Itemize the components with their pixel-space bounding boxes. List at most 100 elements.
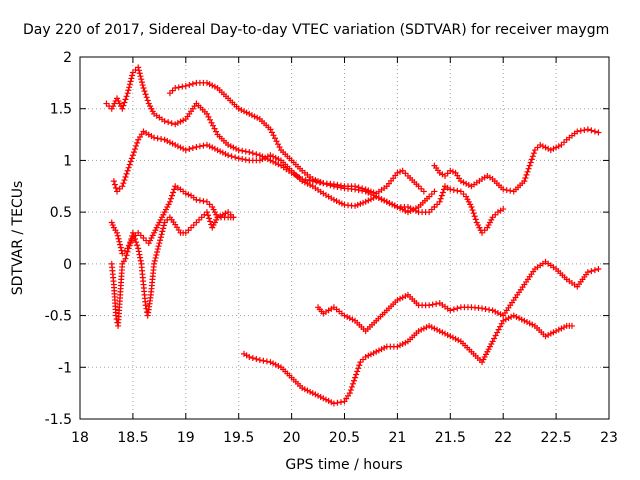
- data-point-fill: [450, 306, 457, 313]
- data-point: [457, 178, 464, 185]
- data-point: [119, 105, 126, 112]
- data-point-fill: [189, 145, 196, 152]
- data-point-fill: [126, 161, 133, 168]
- data-point-fill: [399, 294, 406, 301]
- data-point-fill: [272, 160, 279, 167]
- data-point-fill: [452, 335, 459, 342]
- data-point-fill: [325, 397, 332, 404]
- data-point-fill: [438, 192, 445, 199]
- data-point: [161, 118, 168, 125]
- data-point-fill: [158, 231, 165, 238]
- data-point-fill: [591, 267, 598, 274]
- data-point-fill: [307, 181, 314, 188]
- data-point: [235, 155, 242, 162]
- data-point: [431, 188, 438, 195]
- data-point-fill: [399, 206, 406, 213]
- data-point: [352, 374, 359, 381]
- data-point-fill: [248, 112, 255, 119]
- data-point-fill: [351, 377, 358, 384]
- data-point-fill: [126, 242, 133, 249]
- series-D: [166, 79, 438, 216]
- data-point-fill: [125, 164, 132, 171]
- data-point: [246, 353, 253, 360]
- data-point-fill: [154, 249, 161, 256]
- data-point: [521, 317, 528, 324]
- data-point-fill: [196, 143, 203, 150]
- data-point-fill: [434, 326, 441, 333]
- data-point-fill: [524, 319, 531, 326]
- data-point-fill: [137, 257, 144, 264]
- data-point-fill: [437, 195, 444, 202]
- data-point-fill: [206, 215, 213, 222]
- data-point: [110, 178, 117, 185]
- data-point: [362, 198, 369, 205]
- data-point-fill: [165, 119, 172, 126]
- data-point-fill: [482, 306, 489, 313]
- data-point-fill: [527, 159, 534, 166]
- data-point: [542, 333, 549, 340]
- data-point-fill: [355, 365, 362, 372]
- data-point-fill: [418, 326, 425, 333]
- data-point-fill: [346, 315, 353, 322]
- x-tick-label: 18.5: [117, 430, 148, 446]
- data-point: [537, 141, 544, 148]
- data-point: [584, 269, 591, 276]
- data-point-fill: [164, 138, 171, 145]
- data-point-fill: [122, 96, 129, 103]
- data-point-fill: [196, 197, 203, 204]
- data-point-fill: [132, 236, 139, 243]
- data-point: [299, 384, 306, 391]
- data-point: [420, 188, 427, 195]
- data-point: [362, 188, 369, 195]
- data-point-fill: [547, 330, 554, 337]
- data-point-fill: [130, 232, 137, 239]
- data-point-fill: [144, 97, 151, 104]
- data-point-fill: [577, 127, 584, 134]
- data-point-fill: [207, 218, 214, 225]
- data-point-fill: [553, 144, 560, 151]
- data-point-fill: [123, 93, 130, 100]
- data-point: [182, 190, 189, 197]
- data-point-fill: [508, 313, 515, 320]
- data-point-fill: [588, 268, 595, 275]
- data-point-fill: [530, 150, 537, 157]
- data-point-fill: [186, 146, 193, 153]
- data-point-fill: [503, 187, 510, 194]
- data-point-fill: [249, 150, 256, 157]
- data-point-fill: [117, 241, 124, 248]
- data-point: [135, 245, 142, 252]
- data-point-fill: [444, 331, 451, 338]
- data-point-fill: [114, 232, 121, 239]
- data-point-fill: [328, 399, 335, 406]
- data-point: [182, 147, 189, 154]
- data-point-fill: [137, 73, 144, 80]
- data-point-fill: [115, 235, 122, 242]
- data-point-fill: [219, 211, 226, 218]
- data-point: [225, 152, 232, 159]
- data-point: [309, 390, 316, 397]
- data-point-fill: [522, 175, 529, 182]
- data-point-fill: [558, 325, 565, 332]
- data-point: [394, 169, 401, 176]
- data-point-fill: [275, 161, 282, 168]
- data-point-fill: [367, 351, 374, 358]
- data-point: [373, 348, 380, 355]
- data-point: [404, 203, 411, 210]
- data-point: [320, 395, 327, 402]
- data-point: [595, 129, 602, 136]
- data-point: [214, 147, 221, 154]
- data-point: [447, 186, 454, 193]
- data-point-fill: [116, 238, 123, 245]
- data-point-fill: [259, 156, 266, 163]
- data-point-fill: [442, 330, 449, 337]
- data-point-fill: [333, 198, 340, 205]
- data-point-fill: [357, 200, 364, 207]
- data-point-fill: [322, 396, 329, 403]
- data-point: [172, 85, 179, 92]
- data-point-fill: [397, 168, 404, 175]
- data-point-fill: [222, 210, 229, 217]
- data-point-fill: [412, 205, 419, 212]
- data-point-fill: [370, 350, 377, 357]
- data-point-fill: [120, 102, 127, 109]
